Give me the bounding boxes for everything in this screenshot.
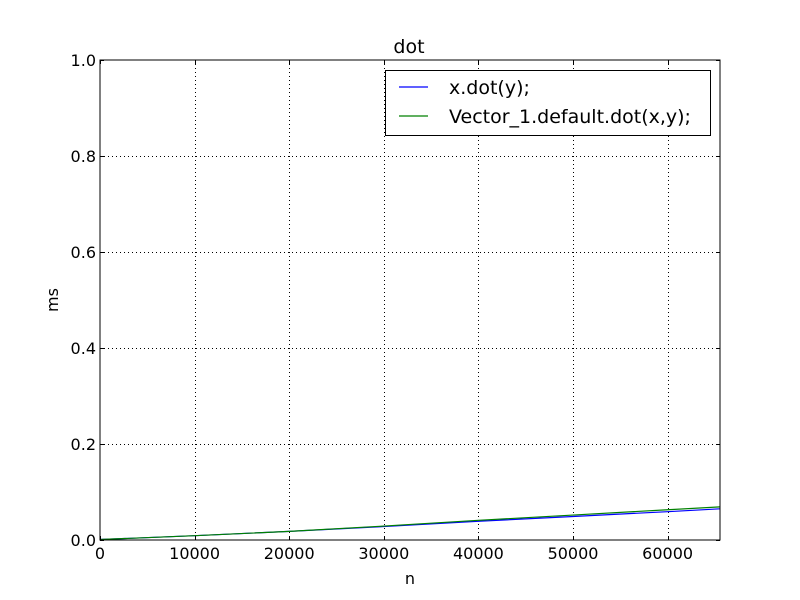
y-tick-label: 0.0 [71,531,96,550]
x-tick-label: 20000 [264,544,315,563]
x-tick-label: 30000 [358,544,409,563]
x-tick-label: 60000 [642,544,693,563]
plot-frame [99,59,721,541]
chart-title: dot [393,36,424,58]
x-tick-label: 50000 [548,544,599,563]
legend: x.dot(y); Vector_1.default.dot(x,y); [385,70,711,136]
y-tick-label: 1.0 [71,51,96,70]
x-tick-label: 10000 [169,544,220,563]
legend-label: Vector_1.default.dot(x,y); [449,106,691,128]
series-line-2 [99,506,721,541]
x-axis-label: n [405,569,415,588]
y-tick-label: 0.4 [71,339,96,358]
y-tick-label: 0.2 [71,435,96,454]
x-tick-label: 40000 [453,544,504,563]
y-tick-label: 0.6 [71,243,96,262]
axis-ticks: 0 10000 20000 30000 40000 50000 60000 0.0 0.2 0.4… [71,51,720,563]
legend-box [385,70,711,136]
grid-lines [100,60,720,540]
y-tick-label: 0.8 [71,147,96,166]
series-lines [99,506,721,541]
x-tick-label: 0 [95,544,105,563]
legend-label: x.dot(y); [449,77,530,99]
y-axis-label: ms [43,288,62,312]
